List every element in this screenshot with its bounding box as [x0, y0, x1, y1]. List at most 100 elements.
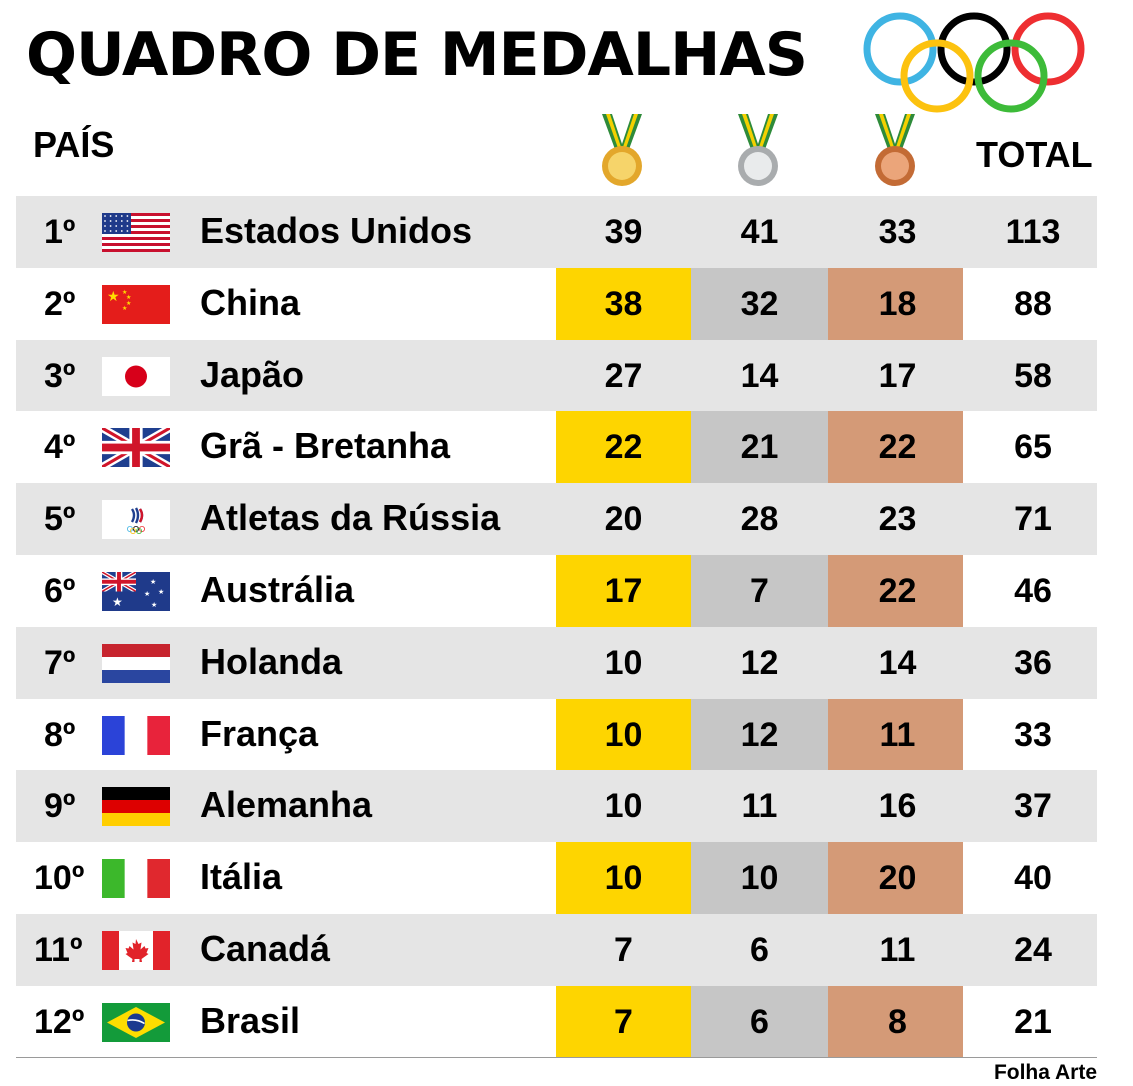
svg-text:★: ★ [122, 305, 127, 312]
table-row: 9º Alemanha 10 11 16 37 [16, 770, 1097, 843]
table-row: 8º França 10 12 11 33 [16, 698, 1097, 771]
silver-count: 28 [740, 500, 779, 539]
gold-highlight-cell [556, 267, 691, 340]
italy-flag-icon [102, 859, 170, 899]
total-column-header: TOTAL [976, 134, 1093, 175]
table-row: 11º Canadá 7 6 11 24 [16, 913, 1097, 986]
australia-flag-icon: ★ ★ ★ ★ ★ [102, 571, 170, 611]
country-name: Grã - Bretanha [200, 425, 451, 467]
total-count: 65 [1014, 428, 1052, 467]
bronze-highlight-cell [828, 267, 963, 340]
country-name: Austrália [200, 568, 355, 610]
uk-flag-icon [102, 428, 170, 468]
total-count: 21 [1014, 1002, 1052, 1041]
bronze-highlight-cell [828, 554, 963, 627]
rank-label: 3º [44, 356, 76, 395]
rank-label: 1º [44, 213, 76, 251]
source-credit: Folha Arte [993, 1061, 1097, 1084]
bronze-count: 22 [878, 571, 917, 610]
table-bottom-divider [16, 1057, 1097, 1058]
bronze-highlight-cell [828, 985, 963, 1058]
rank-label: 6º [44, 571, 76, 610]
total-count: 113 [1005, 213, 1061, 251]
total-count: 36 [1014, 643, 1052, 682]
silver-medal-icon [738, 114, 778, 186]
gold-highlight-cell [556, 842, 691, 914]
table-row: 10º Itália 10 10 20 40 [16, 842, 1097, 914]
country-name: Canadá [200, 927, 331, 969]
svg-text:★: ★ [144, 590, 150, 598]
total-count: 46 [1014, 571, 1052, 610]
table-row: 4º Grã - Bretanha 22 21 22 65 [16, 411, 1097, 484]
country-name: França [200, 712, 319, 754]
bronze-count: 18 [878, 284, 917, 323]
country-name: Japão [200, 353, 305, 395]
table-row: 5º Atletas da Rússia 20 28 23 71 [16, 483, 1097, 555]
gold-count: 17 [604, 571, 643, 610]
canada-flag-icon [102, 930, 170, 970]
rank-label: 4º [44, 428, 76, 467]
olympic-rings-icon [863, 12, 1085, 113]
silver-count: 6 [750, 930, 769, 969]
table-row: 12º Brasil 7 6 8 21 [16, 985, 1097, 1058]
silver-count: 7 [750, 571, 769, 610]
svg-text:★: ★ [150, 578, 156, 586]
japan-flag-icon [102, 356, 170, 396]
total-count: 37 [1014, 787, 1052, 826]
silver-count: 12 [740, 643, 779, 682]
svg-text:★: ★ [107, 289, 120, 305]
table-row: 1º Estados Unidos 39 41 33 113 [16, 196, 1097, 268]
country-name: China [200, 281, 301, 323]
bronze-count: 8 [888, 1002, 907, 1041]
svg-text:★: ★ [126, 294, 131, 301]
table-row: 7º Holanda 10 12 14 36 [16, 626, 1097, 699]
gold-medal-icon [602, 114, 642, 186]
total-count: 71 [1014, 500, 1052, 539]
rank-label: 2º [44, 284, 76, 323]
gold-count: 7 [614, 1002, 633, 1041]
silver-highlight-cell [691, 267, 828, 340]
bronze-count: 33 [878, 213, 917, 251]
france-flag-icon [102, 715, 170, 755]
rank-label: 5º [44, 500, 76, 539]
gold-count: 39 [604, 213, 643, 251]
bronze-count: 20 [878, 859, 917, 898]
gold-highlight-cell [556, 698, 691, 771]
svg-text:★: ★ [151, 601, 157, 609]
silver-highlight-cell [691, 842, 828, 914]
silver-count: 10 [740, 859, 779, 898]
silver-count: 41 [740, 213, 779, 251]
svg-text:★: ★ [112, 595, 123, 609]
rank-label: 8º [44, 715, 76, 754]
bronze-highlight-cell [828, 411, 963, 484]
gold-count: 38 [604, 284, 643, 323]
gold-highlight-cell [556, 985, 691, 1058]
gold-count: 10 [604, 787, 643, 826]
silver-highlight-cell [691, 985, 828, 1058]
country-name: Holanda [200, 640, 343, 682]
bronze-count: 16 [878, 787, 917, 826]
gold-count: 10 [604, 715, 643, 754]
country-column-header: PAÍS [33, 124, 115, 165]
total-count: 40 [1014, 859, 1052, 898]
roc-flag-icon [102, 500, 170, 540]
bronze-highlight-cell [828, 698, 963, 771]
bronze-highlight-cell [828, 842, 963, 914]
brazil-flag-icon [102, 1002, 170, 1042]
gold-count: 10 [604, 859, 643, 898]
total-count: 88 [1014, 284, 1052, 323]
gold-count: 20 [604, 500, 643, 539]
country-name: Itália [200, 856, 283, 898]
silver-count: 32 [740, 284, 779, 323]
rank-label: 9º [44, 787, 76, 826]
bronze-count: 23 [878, 500, 917, 539]
netherlands-flag-icon [102, 643, 170, 683]
rank-label: 7º [44, 643, 76, 682]
rank-label: 12º [34, 1002, 85, 1041]
country-name: Brasil [200, 999, 301, 1041]
country-name: Estados Unidos [200, 210, 473, 251]
total-count: 33 [1014, 715, 1052, 754]
gold-count: 27 [604, 356, 643, 395]
svg-text:★: ★ [126, 300, 131, 307]
silver-count: 12 [740, 715, 779, 754]
